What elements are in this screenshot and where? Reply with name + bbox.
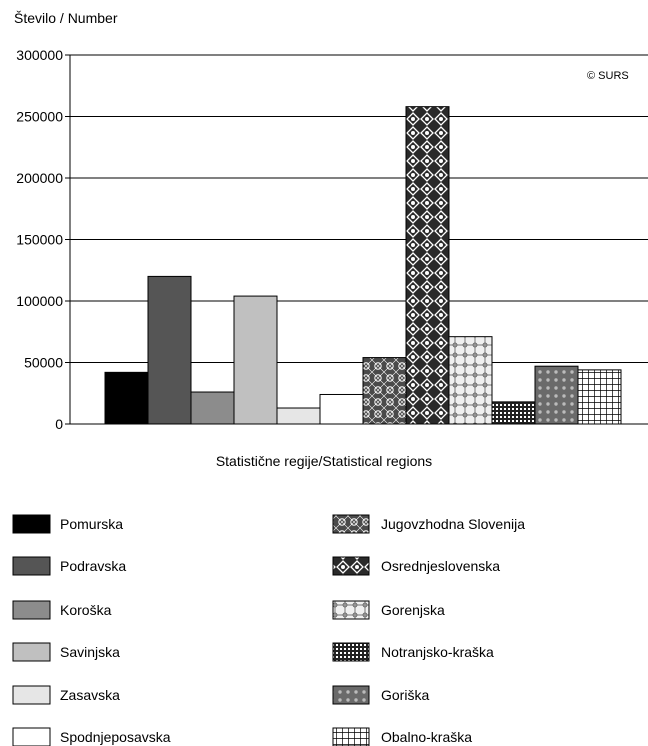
legend-swatch	[332, 600, 370, 620]
legend-label: Pomurska	[60, 516, 123, 532]
legend-swatch	[12, 685, 51, 705]
legend-label: Notranjsko-kraška	[381, 644, 494, 660]
bar-savinjska	[233, 295, 278, 425]
bar-pomurska	[104, 371, 149, 425]
y-tick-label: 150000	[16, 232, 63, 248]
copyright-note: © SURS	[587, 70, 629, 82]
bar-jugovzhodna-slovenija	[362, 357, 407, 425]
bar-osrednjeslovenska	[405, 106, 450, 425]
bar-zasavska	[276, 407, 321, 425]
legend-swatch	[332, 685, 370, 705]
legend-label: Savinjska	[60, 644, 120, 660]
bar-gorenjska	[448, 336, 493, 425]
y-tick-label: 200000	[16, 170, 63, 186]
legend-swatch	[12, 600, 51, 620]
bar-podravska	[147, 275, 192, 425]
bar-obalno-kraška	[577, 369, 622, 425]
x-axis-title: Statistične regije/Statistical regions	[215, 453, 433, 469]
legend-swatch	[332, 514, 370, 534]
legend-swatch	[332, 556, 370, 576]
y-tick-label: 300000	[16, 47, 63, 63]
legend-swatch	[332, 727, 370, 746]
legend-swatch	[12, 642, 51, 662]
legend-swatch	[12, 727, 51, 746]
legend-label: Osrednjeslovenska	[381, 558, 500, 574]
legend-label: Podravska	[60, 558, 126, 574]
legend-label: Zasavska	[60, 687, 120, 703]
y-tick-label: 0	[55, 416, 63, 432]
bar-goriška	[534, 365, 579, 425]
legend-swatch	[12, 514, 51, 534]
y-tick-label: 50000	[24, 355, 63, 371]
bar-notranjsko-kraška	[491, 401, 536, 425]
y-axis-title: Število / Number	[14, 10, 118, 26]
legend-swatch	[12, 556, 51, 576]
bar-koroška	[190, 391, 235, 425]
legend-label: Obalno-kraška	[381, 729, 472, 745]
legend-swatch	[332, 642, 370, 662]
legend-label: Koroška	[60, 602, 112, 618]
y-tick-label: 100000	[16, 293, 63, 309]
legend-label: Jugovzhodna Slovenija	[381, 516, 525, 532]
bar-spodnjeposavska	[319, 393, 364, 425]
legend-label: Goriška	[381, 687, 429, 703]
y-tick-label: 250000	[16, 109, 63, 125]
legend-label: Gorenjska	[381, 602, 445, 618]
legend-label: Spodnjeposavska	[60, 729, 171, 745]
